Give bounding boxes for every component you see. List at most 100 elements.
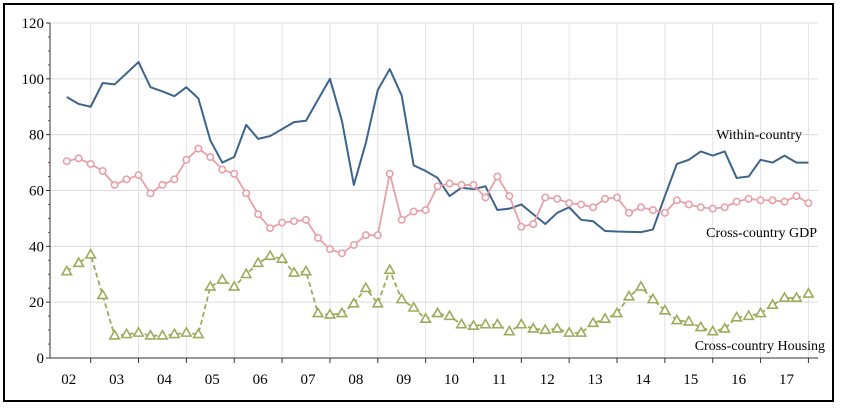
data-point (718, 322, 731, 333)
data-point (395, 292, 408, 304)
data-point (120, 327, 133, 339)
data-point (242, 189, 251, 198)
data-point (756, 196, 765, 205)
data-point (634, 280, 648, 291)
series-cross-country-housing (60, 248, 815, 340)
y-tick-label: 100 (22, 72, 45, 88)
x-tick-label: 15 (683, 372, 698, 388)
data-point (180, 326, 193, 337)
series-cross-country-gdp (62, 144, 813, 258)
data-point (72, 256, 85, 268)
data-point (684, 200, 693, 209)
data-point (132, 326, 145, 337)
data-point (622, 289, 636, 301)
data-point (194, 144, 203, 153)
series-label-cross-country-gdp: Cross-country GDP (706, 226, 817, 241)
data-point (62, 157, 71, 166)
data-point (347, 296, 360, 308)
data-point (481, 193, 490, 202)
data-point (732, 197, 741, 206)
data-point (541, 193, 550, 202)
data-point (503, 324, 516, 336)
x-tick-label: 17 (779, 372, 795, 388)
data-point (742, 309, 755, 321)
data-point (407, 301, 420, 312)
data-point (706, 324, 719, 336)
data-point (551, 322, 564, 333)
y-tick-label: 0 (37, 351, 45, 367)
data-point (708, 204, 717, 213)
data-point (575, 326, 588, 337)
data-point (323, 308, 337, 319)
data-point (252, 256, 265, 268)
data-point (754, 306, 767, 318)
data-point (431, 306, 444, 318)
data-point (802, 287, 815, 298)
data-point (146, 189, 155, 198)
data-point (421, 206, 430, 215)
y-tick-label: 40 (29, 239, 44, 255)
data-point (539, 323, 552, 335)
data-point (613, 193, 622, 202)
x-tick-label: 14 (635, 372, 651, 388)
data-point (730, 310, 743, 322)
data-point (228, 280, 241, 291)
data-point (696, 203, 705, 212)
data-point (313, 233, 322, 242)
data-point (670, 313, 683, 325)
y-tick-label: 60 (29, 184, 44, 200)
x-tick-label: 09 (396, 372, 411, 388)
data-point (790, 291, 803, 303)
data-point (527, 322, 540, 333)
data-point (383, 263, 396, 275)
y-tick-label: 120 (22, 16, 45, 32)
data-point (266, 224, 275, 233)
data-point (397, 215, 406, 224)
grid (50, 22, 818, 358)
data-point (804, 199, 813, 208)
data-point (529, 220, 538, 229)
data-point (278, 218, 287, 227)
series-labels: Within-country Cross-country GDP Cross-c… (695, 128, 825, 354)
data-point (467, 319, 480, 330)
data-point (646, 292, 660, 304)
data-point (96, 288, 109, 300)
data-point (469, 180, 478, 189)
x-tick-label: 06 (253, 372, 269, 388)
data-point (311, 306, 325, 318)
data-point (766, 298, 779, 310)
data-point (170, 175, 179, 184)
data-point (457, 180, 466, 189)
data-point (419, 312, 432, 323)
data-point (168, 327, 181, 339)
data-point (263, 249, 277, 261)
data-point (158, 180, 167, 189)
x-tick-label: 07 (301, 372, 317, 388)
x-tick-label: 08 (348, 372, 363, 388)
data-point (768, 196, 777, 205)
data-point (565, 199, 574, 208)
data-point (134, 171, 143, 180)
series-within-country (66, 61, 809, 234)
data-point (192, 327, 205, 339)
data-point (624, 208, 633, 217)
data-point (74, 154, 83, 163)
data-point (601, 194, 610, 203)
data-point (563, 326, 576, 337)
data-point (325, 245, 334, 254)
data-point (598, 312, 612, 323)
data-point (204, 280, 217, 291)
data-point (218, 165, 227, 174)
data-point (301, 215, 310, 224)
data-point (577, 200, 586, 209)
data-point (672, 196, 681, 205)
x-tick-label: 03 (109, 372, 124, 388)
data-point (275, 252, 289, 263)
data-point (206, 153, 215, 162)
data-point (648, 206, 657, 215)
data-point (385, 169, 394, 178)
data-point (254, 210, 263, 219)
data-point (744, 194, 753, 203)
data-point (589, 203, 598, 212)
